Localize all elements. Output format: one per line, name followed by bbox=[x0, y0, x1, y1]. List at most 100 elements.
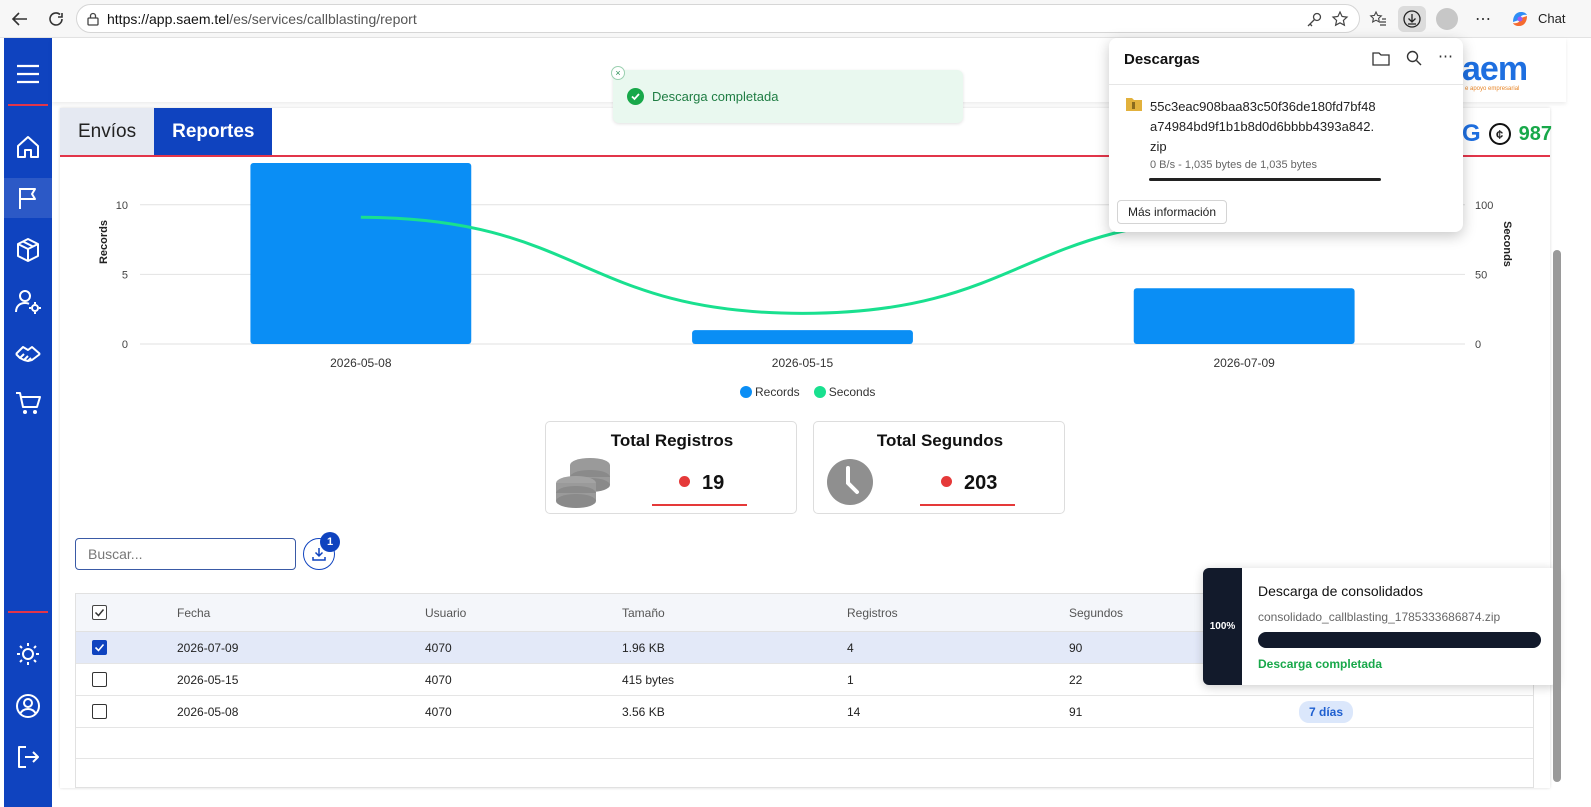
search-input[interactable] bbox=[75, 538, 296, 570]
row-checkbox[interactable] bbox=[92, 696, 107, 727]
downloads-title: Descargas bbox=[1124, 51, 1200, 68]
column-header-usuario[interactable]: Usuario bbox=[425, 605, 467, 620]
table-row[interactable]: 2026-05-08 4070 3.56 KB 14 91 7 días bbox=[76, 696, 1533, 728]
sidebar-divider-bottom bbox=[8, 611, 48, 613]
y2-tick-label: 100 bbox=[1475, 200, 1493, 212]
stat-segundos-underline bbox=[920, 504, 1015, 506]
downloads-toolbar-icon[interactable] bbox=[1398, 6, 1426, 32]
stat-registros-title: Total Registros bbox=[610, 431, 734, 450]
row-checkbox[interactable] bbox=[92, 664, 107, 695]
account-icon[interactable] bbox=[4, 686, 52, 726]
sidebar-divider bbox=[8, 104, 48, 106]
brand-logo: aem bbox=[1462, 50, 1528, 88]
profile-avatar[interactable] bbox=[1434, 7, 1460, 31]
stat-card-segundos: Total Segundos 203 bbox=[813, 421, 1065, 514]
downloads-flyout: Descargas ⋯ 55c3eac908baa83c50f36de180fd… bbox=[1109, 38, 1463, 232]
cell-usuario: 4070 bbox=[425, 672, 452, 687]
logout-icon[interactable] bbox=[4, 737, 52, 777]
cell-registros: 1 bbox=[847, 672, 854, 687]
theme-toggle-icon[interactable] bbox=[4, 634, 52, 674]
flag-icon[interactable] bbox=[4, 178, 52, 218]
line-seconds bbox=[360, 215, 1245, 315]
url-path: /es/services/callblasting/report bbox=[229, 11, 417, 27]
column-header-segundos[interactable]: Segundos bbox=[1069, 605, 1124, 620]
cell-segundos: 22 bbox=[1069, 672, 1083, 687]
favorites-icon[interactable] bbox=[1365, 7, 1391, 31]
search-icon[interactable] bbox=[1406, 50, 1422, 71]
url-host: https://app.saem.tel bbox=[107, 11, 230, 27]
column-header-fecha[interactable]: Fecha bbox=[177, 605, 211, 620]
table-row[interactable]: 2026-05-15 4070 415 bytes 1 22 bbox=[76, 664, 1533, 696]
key-icon[interactable] bbox=[1305, 11, 1323, 34]
toast-close-button[interactable]: × bbox=[611, 66, 625, 80]
sidebar bbox=[4, 38, 52, 807]
x-tick-label: 2026-07-09 bbox=[1213, 356, 1275, 370]
legend-item-seconds[interactable]: Seconds bbox=[813, 385, 875, 399]
page-scrollbar-thumb[interactable] bbox=[1553, 250, 1561, 782]
row-checkbox[interactable] bbox=[92, 632, 107, 663]
y2-tick-label: 0 bbox=[1475, 339, 1481, 351]
package-icon[interactable] bbox=[4, 230, 52, 270]
more-info-button[interactable]: Más información bbox=[1117, 200, 1228, 224]
downloads-divider bbox=[1109, 84, 1463, 85]
consolidated-progress-bar bbox=[1258, 632, 1541, 648]
x-tick-label: 2026-05-08 bbox=[330, 356, 392, 370]
address-bar[interactable]: https://app.saem.tel/es/services/callbla… bbox=[76, 4, 1360, 33]
consolidated-download-card: 100% Descarga de consolidados consolidad… bbox=[1203, 568, 1557, 685]
tab-reportes[interactable]: Reportes bbox=[154, 108, 273, 156]
lock-icon bbox=[86, 12, 100, 31]
cell-segundos: 90 bbox=[1069, 640, 1083, 655]
stat-segundos-value: 203 bbox=[941, 472, 997, 495]
column-header-registros[interactable]: Registros bbox=[847, 605, 898, 620]
y-tick-label: 5 bbox=[122, 269, 128, 281]
tab-envios[interactable]: Envíos bbox=[60, 108, 155, 156]
y2-tick-label: 50 bbox=[1475, 269, 1487, 281]
handshake-icon[interactable] bbox=[4, 332, 52, 372]
cell-fecha: 2026-05-15 bbox=[177, 672, 239, 687]
stat-card-registros: Total Registros 19 bbox=[545, 421, 797, 514]
reload-button[interactable] bbox=[44, 7, 68, 31]
back-button[interactable] bbox=[8, 7, 32, 31]
menu-icon[interactable] bbox=[4, 54, 52, 94]
credits-display: G ¢ 987 bbox=[1462, 120, 1552, 148]
chat-label[interactable]: Chat bbox=[1538, 11, 1566, 26]
cell-tamano: 1.96 KB bbox=[622, 640, 665, 655]
downloads-actions: ⋯ bbox=[1372, 48, 1453, 71]
more-options-icon[interactable]: ⋯ bbox=[1438, 48, 1453, 65]
coins-icon bbox=[554, 454, 614, 517]
bar-records bbox=[1133, 288, 1355, 344]
consolidated-status: Descarga completada bbox=[1258, 657, 1383, 671]
legend-item-records[interactable]: Records bbox=[740, 385, 800, 399]
user-settings-icon[interactable] bbox=[4, 281, 52, 321]
open-folder-icon[interactable] bbox=[1372, 50, 1390, 71]
copilot-icon[interactable] bbox=[1507, 7, 1533, 31]
table-empty-row bbox=[76, 728, 1533, 759]
coin-icon: ¢ bbox=[1488, 123, 1511, 145]
stat-registros-number: 19 bbox=[702, 472, 725, 494]
cell-fecha: 2026-05-08 bbox=[177, 704, 239, 719]
column-header-tamano[interactable]: Tamaño bbox=[622, 605, 665, 620]
url-text: https://app.saem.tel/es/services/callbla… bbox=[107, 11, 417, 27]
cell-usuario: 4070 bbox=[425, 704, 452, 719]
favorite-star-icon[interactable] bbox=[1331, 10, 1349, 33]
retention-badge: 7 días bbox=[1299, 700, 1354, 723]
download-selected-button[interactable] bbox=[303, 538, 335, 570]
home-icon[interactable] bbox=[4, 127, 52, 167]
download-file-name[interactable]: 55c3eac908baa83c50f36de180fd7bf48a74984b… bbox=[1150, 99, 1376, 154]
cell-registros: 14 bbox=[847, 704, 861, 719]
check-circle-icon bbox=[627, 88, 644, 105]
cell-registros: 4 bbox=[847, 640, 854, 655]
bar-records bbox=[250, 163, 472, 344]
stat-registros-value: 19 bbox=[679, 472, 724, 495]
cell-tamano: 415 bytes bbox=[622, 672, 675, 687]
cart-icon[interactable] bbox=[4, 383, 52, 423]
more-menu-icon[interactable]: ⋯ bbox=[1475, 11, 1491, 28]
legend-seconds-swatch bbox=[813, 386, 826, 398]
y-axis-title: Records bbox=[98, 220, 110, 264]
y-tick-label: 0 bbox=[122, 339, 128, 351]
consolidated-title: Descarga de consolidados bbox=[1258, 583, 1423, 599]
legend-records-label: Records bbox=[755, 385, 800, 399]
select-all-checkbox[interactable] bbox=[92, 594, 107, 631]
toast-message: Descarga completada bbox=[652, 89, 779, 104]
selected-count-badge: 1 bbox=[320, 532, 340, 552]
